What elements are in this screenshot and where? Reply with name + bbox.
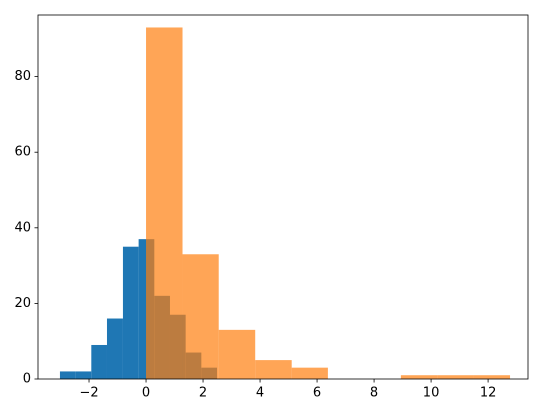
bar [106,318,123,379]
x-tick-label: 8 [370,386,378,401]
bar [91,344,107,379]
y-tick-label: 80 [14,69,31,84]
bar [473,375,511,379]
bar [182,254,219,379]
bar [291,367,328,379]
x-tick-label: 10 [423,386,440,401]
axes-frame [37,14,529,380]
bar [218,329,256,379]
x-tick-label: 4 [256,386,264,401]
y-tick-label: 40 [14,220,31,235]
y-tick-label: 60 [14,145,31,160]
y-tick-label: 20 [14,296,31,311]
x-tick-label: 12 [480,386,497,401]
x-tick-label: 6 [313,386,321,401]
x-tick-label: −2 [79,386,98,401]
bar [400,375,438,379]
bar [146,27,183,380]
y-tick-label: 0 [23,372,31,387]
x-tick-label: 2 [199,386,207,401]
x-tick-label: 0 [142,386,150,401]
bar [122,246,139,379]
bar [255,360,292,379]
bar [59,371,76,379]
bar [437,375,474,379]
bar [75,371,92,379]
